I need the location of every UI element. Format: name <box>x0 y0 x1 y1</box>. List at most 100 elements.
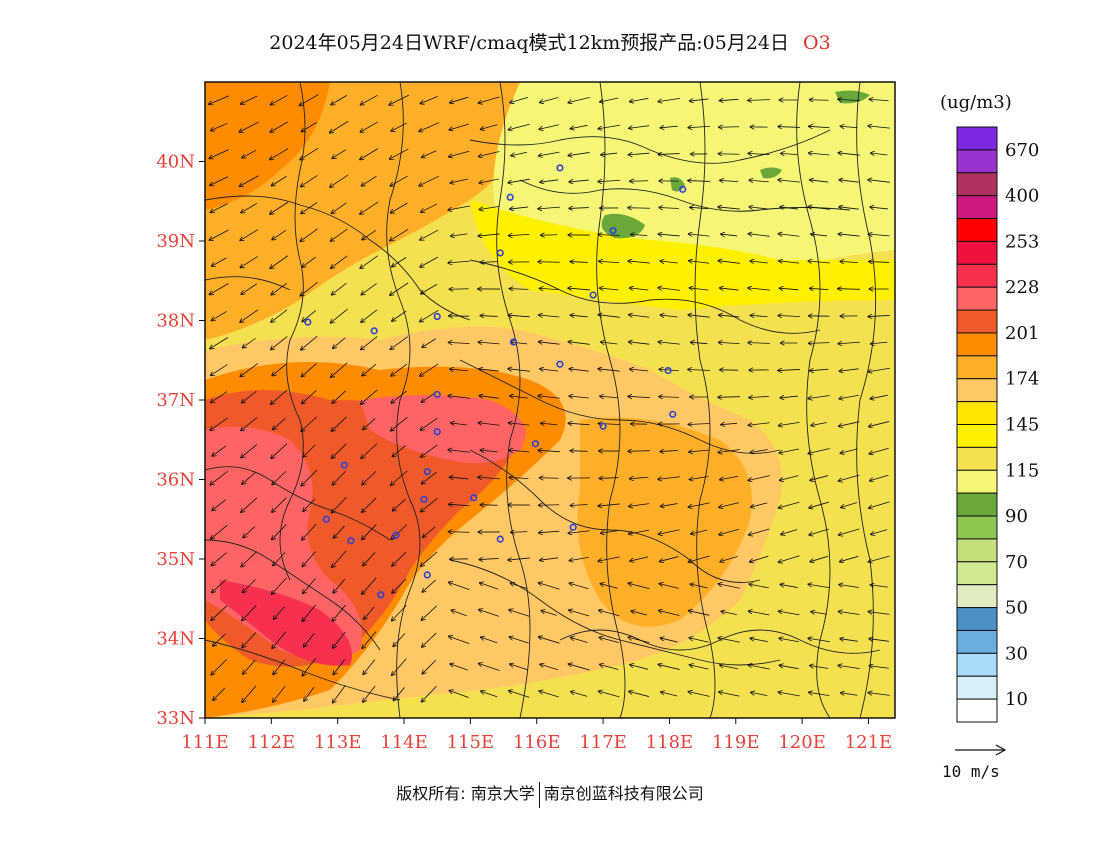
wind-arrow <box>568 152 590 155</box>
wind-arrow <box>421 497 438 512</box>
colorbar-label: 70 <box>1005 552 1028 573</box>
wind-arrow <box>870 394 888 399</box>
wind-arrow <box>242 685 257 703</box>
wind-arrow <box>510 289 529 290</box>
wind-arrow <box>810 369 829 371</box>
wind-reference-arrow <box>955 744 1007 756</box>
wind-arrow <box>658 342 680 344</box>
wind-arrow <box>661 692 678 697</box>
wind-arrow <box>510 396 529 398</box>
wind-arrow <box>871 153 888 155</box>
wind-arrow <box>750 449 768 452</box>
wind-arrow <box>242 337 256 347</box>
wind-arrow <box>810 288 829 289</box>
wind-arrow <box>304 686 315 701</box>
wind-arrow <box>302 551 316 567</box>
station-marker <box>669 410 677 418</box>
wind-arrow <box>211 311 227 320</box>
wind-arrow <box>718 397 740 398</box>
wind-arrow <box>598 124 620 129</box>
wind-arrow <box>748 234 770 237</box>
wind-arrow <box>599 261 620 263</box>
wind-arrow <box>538 207 560 209</box>
wind-arrow <box>479 396 499 398</box>
station-marker <box>679 185 687 193</box>
wind-arrow <box>448 261 470 263</box>
wind-arrow <box>840 639 858 642</box>
wind-arrow <box>510 583 528 590</box>
wind-arrow <box>300 228 318 242</box>
colorbar-swatch <box>956 195 998 220</box>
wind-arrow <box>841 502 858 508</box>
wind-arrow <box>420 95 438 103</box>
wind-arrow <box>450 178 468 183</box>
wind-arrow <box>449 123 469 130</box>
colorbar-label: 10 <box>1005 689 1028 710</box>
wind-arrow <box>568 342 590 345</box>
wind-arrow <box>301 202 318 213</box>
wind-arrow <box>332 390 347 403</box>
wind-arrow <box>511 532 528 533</box>
copyright: 版权所有: 南京大学 南京创蓝科技有限公司 <box>0 780 1100 808</box>
lat-tick-label: 38N <box>156 311 195 332</box>
wind-arrow <box>274 606 285 619</box>
wind-arrow <box>810 180 829 182</box>
wind-arrow <box>689 261 710 263</box>
lon-tick-label: 113E <box>314 732 362 753</box>
station-marker <box>423 571 431 579</box>
wind-arrow <box>750 555 769 562</box>
wind-arrow <box>449 532 470 533</box>
wind-arrow <box>302 256 317 267</box>
colorbar-swatch <box>956 424 998 448</box>
wind-arrow <box>393 633 406 647</box>
wind-arrow <box>333 578 346 593</box>
wind-arrow <box>362 631 377 649</box>
wind-arrow <box>540 369 559 371</box>
wind-arrow <box>750 638 768 643</box>
longitude-axis: 111E 112E 113E 114E 115E 116E 117E 118E 119E 120E… <box>181 718 892 753</box>
wind-arrow <box>631 611 647 616</box>
station-marker <box>609 227 617 235</box>
wind-arrow <box>272 363 287 375</box>
wind-arrow <box>301 416 318 432</box>
wind-arrow <box>331 255 348 268</box>
wind-arrow <box>721 423 738 424</box>
wind-arrow <box>629 125 650 129</box>
wind-arrow <box>361 336 378 349</box>
wind-arrow <box>211 364 228 376</box>
wind-arrow <box>660 315 678 317</box>
wind-arrow <box>272 577 287 594</box>
wind-arrow <box>658 476 680 480</box>
station-marker <box>322 515 331 523</box>
wind-arrow <box>569 610 590 617</box>
station-marker <box>433 312 441 321</box>
wind-arrow <box>630 477 649 479</box>
colorbar-label: 30 <box>1005 643 1028 664</box>
lat-tick-label: 35N <box>156 549 195 570</box>
wind-arrow <box>868 234 890 236</box>
wind-arrow <box>331 416 347 431</box>
lon-tick-label: 118E <box>646 732 694 753</box>
wind-arrow <box>449 289 469 290</box>
copyright-separator <box>538 781 540 808</box>
wind-arrow <box>840 555 859 561</box>
wind-arrow <box>869 262 890 263</box>
station-marker <box>496 535 504 543</box>
wind-arrow <box>332 470 346 484</box>
copyright-company: 南京创蓝科技有限公司 <box>543 784 704 803</box>
wind-arrow <box>511 342 528 344</box>
wind-arrow <box>568 530 590 533</box>
wind-arrow <box>809 692 830 697</box>
wind-arrow <box>569 208 589 209</box>
wind-arrow <box>810 475 829 481</box>
wind-arrow <box>598 504 620 506</box>
wind-arrow <box>241 202 258 212</box>
lat-tick-label: 36N <box>156 470 195 491</box>
wind-arrow <box>209 95 230 104</box>
wind-arrow <box>210 471 228 484</box>
wind-arrow <box>748 343 770 344</box>
wind-arrow <box>658 234 680 236</box>
colorbar-label: 174 <box>1005 369 1039 390</box>
wind-arrow <box>570 315 588 317</box>
lon-tick-label: 114E <box>380 732 428 753</box>
